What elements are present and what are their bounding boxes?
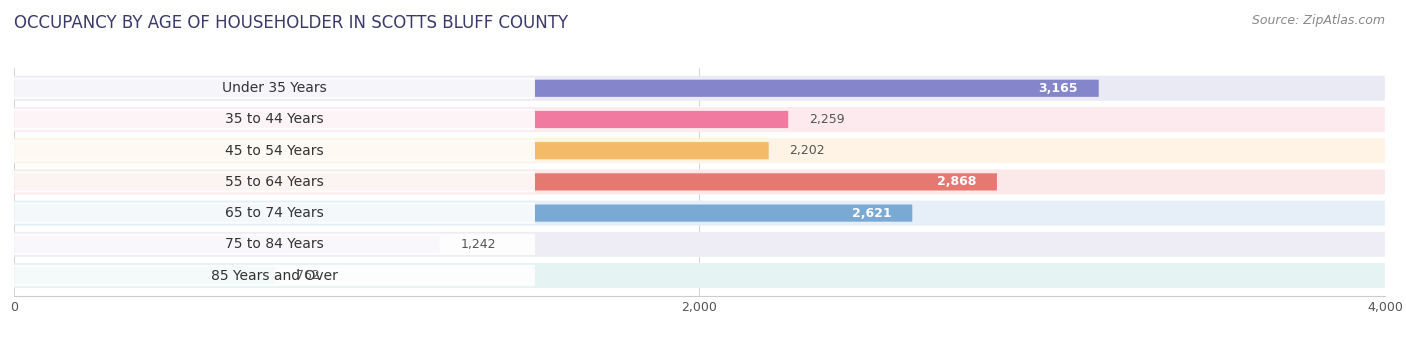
FancyBboxPatch shape (14, 173, 997, 190)
FancyBboxPatch shape (14, 201, 1385, 225)
Text: 3,165: 3,165 (1039, 82, 1078, 95)
Text: Under 35 Years: Under 35 Years (222, 81, 328, 95)
Text: OCCUPANCY BY AGE OF HOUSEHOLDER IN SCOTTS BLUFF COUNTY: OCCUPANCY BY AGE OF HOUSEHOLDER IN SCOTT… (14, 14, 568, 32)
Text: 2,259: 2,259 (808, 113, 845, 126)
FancyBboxPatch shape (14, 111, 789, 128)
FancyBboxPatch shape (14, 109, 534, 130)
Text: 45 to 54 Years: 45 to 54 Years (225, 144, 323, 158)
FancyBboxPatch shape (14, 232, 1385, 257)
FancyBboxPatch shape (14, 138, 1385, 163)
Text: 2,202: 2,202 (789, 144, 825, 157)
FancyBboxPatch shape (14, 267, 276, 284)
Text: 85 Years and Over: 85 Years and Over (211, 269, 337, 283)
FancyBboxPatch shape (14, 169, 1385, 194)
Text: 762: 762 (295, 269, 319, 282)
Text: 1,242: 1,242 (460, 238, 496, 251)
FancyBboxPatch shape (14, 107, 1385, 132)
FancyBboxPatch shape (14, 76, 1385, 101)
FancyBboxPatch shape (14, 78, 534, 99)
FancyBboxPatch shape (14, 171, 534, 192)
FancyBboxPatch shape (14, 142, 769, 159)
FancyBboxPatch shape (14, 205, 912, 222)
FancyBboxPatch shape (14, 236, 440, 253)
Text: 75 to 84 Years: 75 to 84 Years (225, 237, 323, 251)
Text: 2,868: 2,868 (936, 175, 976, 188)
FancyBboxPatch shape (14, 234, 534, 255)
FancyBboxPatch shape (14, 80, 1098, 97)
FancyBboxPatch shape (14, 203, 534, 224)
FancyBboxPatch shape (14, 263, 1385, 288)
Text: 65 to 74 Years: 65 to 74 Years (225, 206, 323, 220)
Text: 35 to 44 Years: 35 to 44 Years (225, 113, 323, 126)
FancyBboxPatch shape (14, 265, 534, 286)
Text: Source: ZipAtlas.com: Source: ZipAtlas.com (1251, 14, 1385, 27)
FancyBboxPatch shape (14, 140, 534, 161)
Text: 2,621: 2,621 (852, 207, 891, 220)
Text: 55 to 64 Years: 55 to 64 Years (225, 175, 323, 189)
